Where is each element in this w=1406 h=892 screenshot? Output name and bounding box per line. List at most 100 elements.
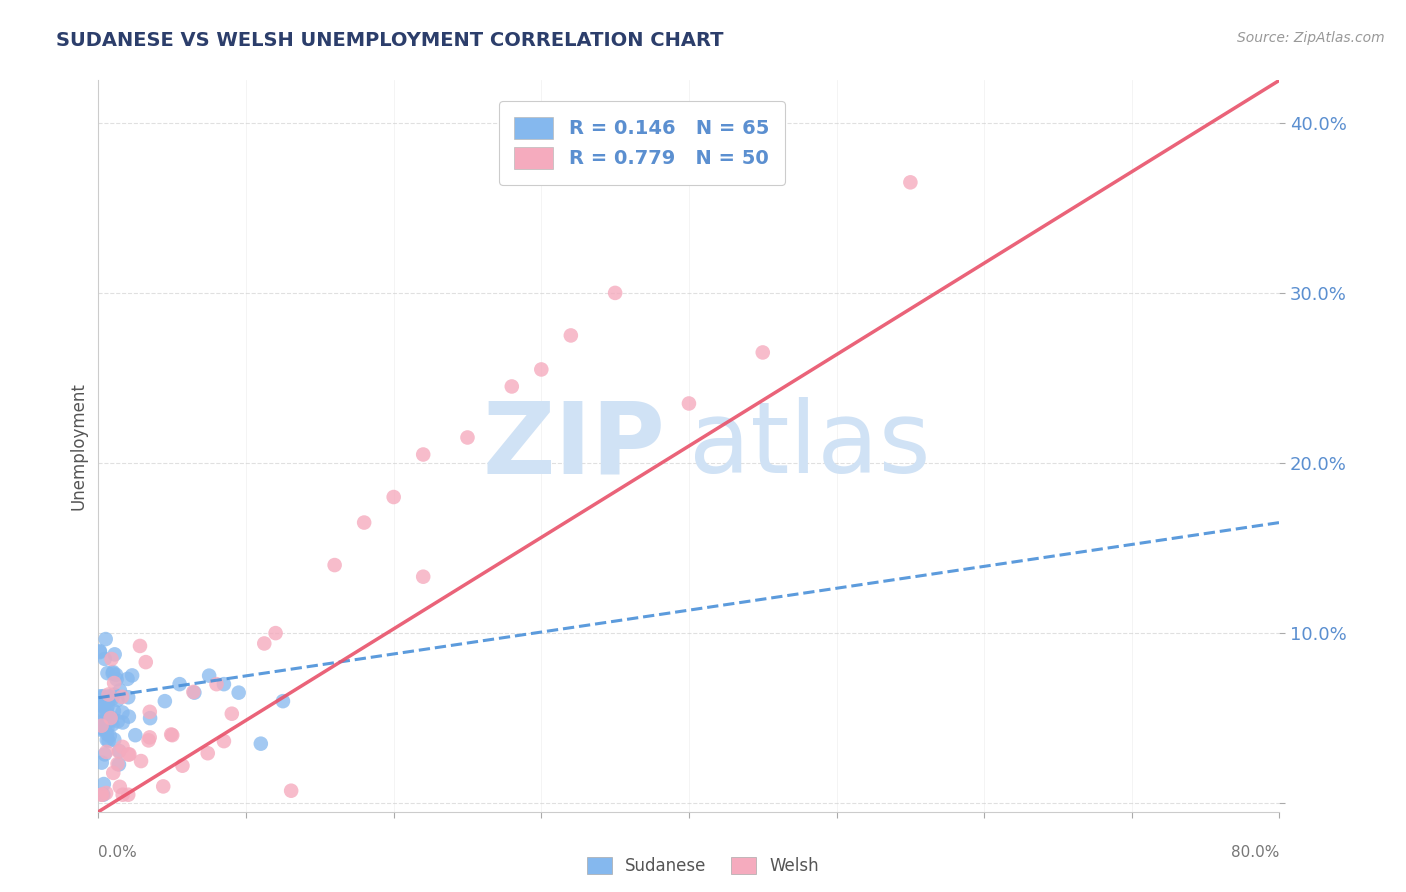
Point [91, 722, 114, 736]
Point [103, 676, 125, 690]
Point [162, 728, 183, 742]
Point [90, 699, 112, 714]
Point [900, 175, 922, 189]
Point [91, 788, 114, 802]
Point [98, 729, 121, 743]
Point [93, 689, 115, 703]
Legend: Sudanese, Welsh: Sudanese, Welsh [578, 849, 828, 884]
Point [111, 706, 134, 720]
Point [90, 719, 112, 733]
Point [353, 516, 375, 530]
Point [752, 345, 775, 359]
Point [96, 702, 118, 716]
Point [121, 668, 143, 682]
Point [111, 715, 134, 730]
Text: SUDANESE VS WELSH UNEMPLOYMENT CORRELATION CHART: SUDANESE VS WELSH UNEMPLOYMENT CORRELATI… [56, 31, 724, 50]
Point [91, 714, 114, 729]
Text: Source: ZipAtlas.com: Source: ZipAtlas.com [1237, 31, 1385, 45]
Point [107, 744, 129, 758]
Point [101, 691, 124, 706]
Text: atlas: atlas [689, 398, 931, 494]
Point [153, 694, 176, 708]
Point [107, 756, 129, 771]
Point [169, 677, 191, 691]
Point [96, 727, 118, 741]
Point [160, 727, 183, 741]
Point [271, 694, 294, 708]
Point [89, 690, 111, 704]
Point [117, 672, 139, 686]
Point [253, 636, 276, 650]
Text: 80.0%: 80.0% [1232, 845, 1279, 860]
Point [129, 754, 152, 768]
Text: 0.0%: 0.0% [98, 845, 138, 860]
Point [124, 728, 146, 742]
Point [117, 747, 139, 762]
Point [264, 626, 287, 640]
Point [101, 717, 124, 731]
Point [678, 396, 700, 410]
Legend: R = 0.146   N = 65, R = 0.779   N = 50: R = 0.146 N = 65, R = 0.779 N = 50 [499, 101, 785, 185]
Point [221, 706, 243, 721]
Point [172, 758, 194, 772]
Point [560, 328, 582, 343]
Point [103, 732, 125, 747]
Point [89, 645, 111, 659]
Point [129, 639, 152, 653]
Point [228, 686, 250, 700]
Point [90, 788, 112, 802]
Point [103, 765, 125, 780]
Point [117, 690, 139, 705]
Point [100, 711, 122, 725]
Point [250, 737, 273, 751]
Point [91, 788, 114, 802]
Point [138, 731, 160, 745]
Point [90, 756, 112, 770]
Y-axis label: Unemployment: Unemployment [69, 382, 87, 510]
Point [93, 706, 115, 720]
Point [197, 746, 219, 760]
Point [96, 733, 118, 747]
Point [212, 734, 235, 748]
Point [96, 666, 118, 681]
Point [107, 714, 129, 729]
Point [96, 708, 118, 723]
Point [93, 699, 115, 714]
Point [93, 711, 115, 725]
Point [103, 704, 125, 718]
Point [105, 668, 128, 682]
Point [100, 711, 122, 725]
Point [412, 448, 434, 462]
Point [98, 689, 121, 703]
Point [323, 558, 346, 572]
Point [107, 693, 129, 707]
Point [108, 683, 131, 698]
Point [105, 672, 128, 686]
Point [96, 745, 118, 759]
Point [103, 688, 125, 702]
Point [183, 685, 205, 699]
Point [104, 648, 127, 662]
Point [382, 490, 405, 504]
Point [605, 285, 627, 300]
Point [97, 688, 120, 702]
Point [94, 786, 117, 800]
Point [93, 777, 115, 791]
Point [91, 722, 114, 736]
Point [108, 780, 131, 794]
Point [100, 652, 122, 666]
Point [280, 783, 302, 797]
Point [98, 690, 121, 705]
Point [138, 733, 160, 747]
Point [530, 362, 553, 376]
Point [457, 430, 479, 444]
Point [97, 699, 120, 714]
Point [111, 739, 134, 754]
Point [139, 711, 162, 725]
Point [94, 652, 117, 666]
Point [108, 744, 131, 758]
Point [97, 693, 120, 707]
Point [100, 714, 122, 728]
Point [135, 655, 157, 669]
Point [183, 686, 205, 700]
